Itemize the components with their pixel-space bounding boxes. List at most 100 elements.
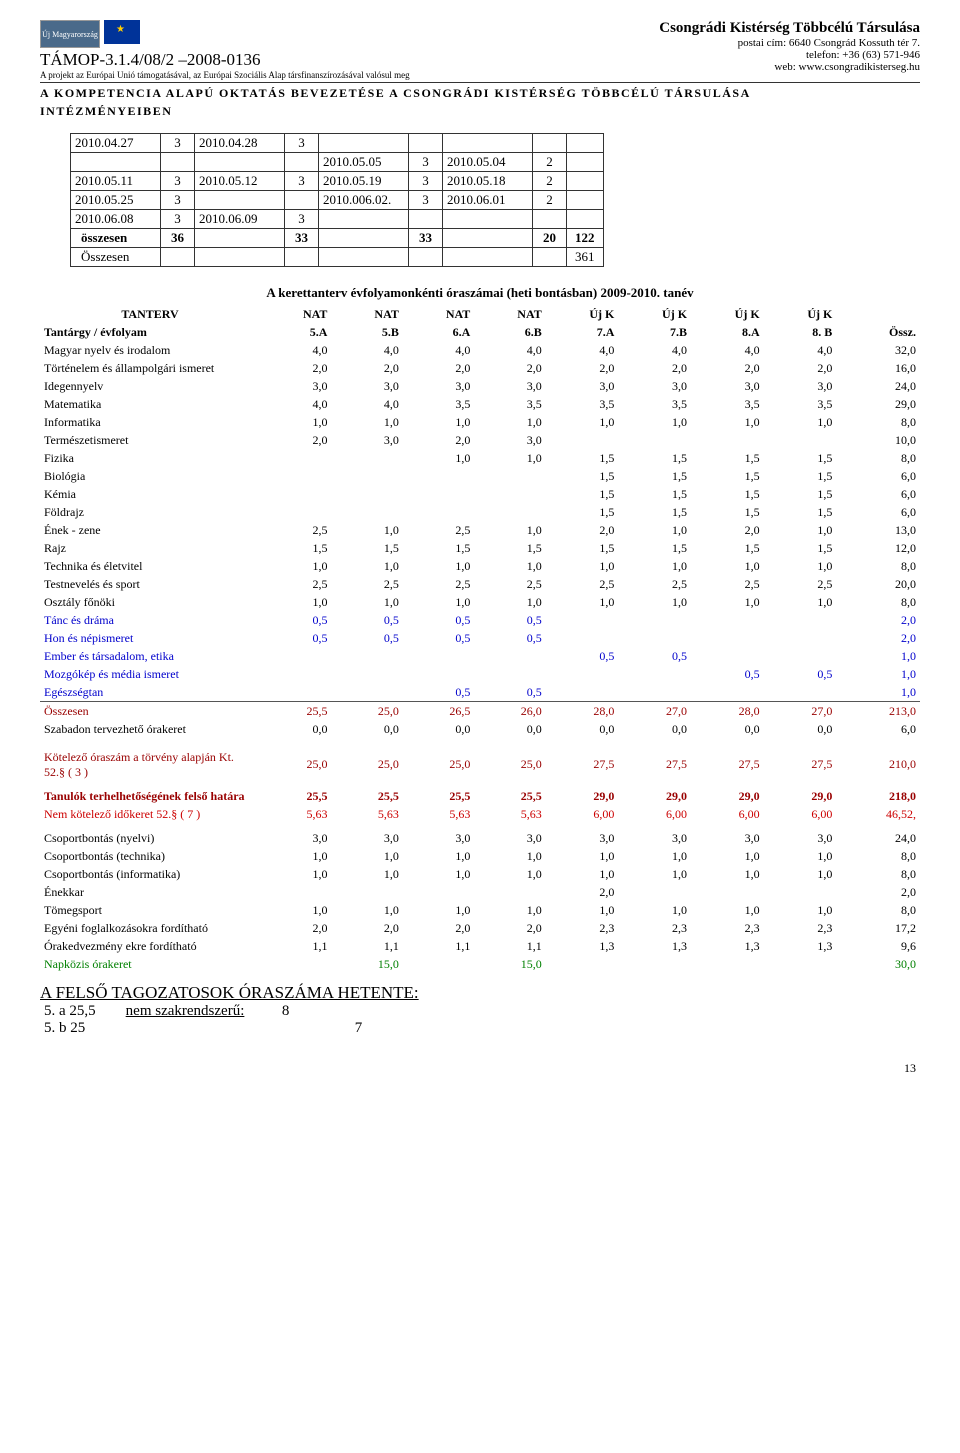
curriculum-cell: 1,0	[546, 593, 619, 611]
schedule-empty-cell	[443, 248, 533, 267]
curriculum-cell	[403, 647, 474, 665]
curriculum-cell: 0,0	[764, 720, 837, 738]
schedule-sum-cell: 33	[285, 229, 319, 248]
curriculum-cell: 8,0	[836, 901, 920, 919]
curriculum-cell	[331, 883, 402, 901]
curriculum-cell	[618, 955, 691, 973]
curriculum-cell: 1,0	[260, 901, 331, 919]
curriculum-colhead: 8. B	[764, 323, 837, 341]
curriculum-cell: 1,0	[403, 865, 474, 883]
schedule-cell	[319, 210, 409, 229]
curriculum-cell: 2,3	[691, 919, 764, 937]
curriculum-cell: 1,0	[331, 865, 402, 883]
curriculum-cell: 1,0	[546, 847, 619, 865]
curriculum-header-1: TANTERVNATNATNATNATÚj KÚj KÚj KÚj K	[40, 305, 920, 323]
curriculum-cell: 12,0	[836, 539, 920, 557]
org-title: Csongrádi Kistérség Többcélú Társulása	[659, 20, 920, 37]
schedule-empty-cell	[319, 248, 409, 267]
header-left: Új Magyarország TÁMOP-3.1.4/08/2 –2008-0…	[40, 20, 659, 80]
curriculum-cell: 4,0	[331, 341, 402, 359]
curriculum-header-2: Tantárgy / évfolyam5.A5.B6.A6.B7.A7.B8.A…	[40, 323, 920, 341]
curriculum-cell: 1,0	[618, 413, 691, 431]
curriculum-cell: 1,3	[764, 937, 837, 955]
curriculum-cell: 0,5	[546, 647, 619, 665]
curriculum-cell	[331, 647, 402, 665]
curriculum-cell: 1,0	[764, 865, 837, 883]
curriculum-cell	[691, 955, 764, 973]
curriculum-row-label: Hon és népismeret	[40, 629, 260, 647]
curriculum-cell: 1,5	[764, 539, 837, 557]
curriculum-cell: 1,0	[546, 865, 619, 883]
curriculum-cell: 0,5	[474, 611, 545, 629]
curriculum-cell: 1,0	[331, 593, 402, 611]
curriculum-cell: 1,5	[691, 485, 764, 503]
schedule-sum-cell	[195, 229, 285, 248]
schedule-empty-cell	[533, 248, 567, 267]
curriculum-row: Tömegsport1,01,01,01,01,01,01,01,08,0	[40, 901, 920, 919]
curriculum-cell: 6,00	[764, 805, 837, 823]
curriculum-cell: 1,1	[331, 937, 402, 955]
curriculum-cell	[691, 883, 764, 901]
curriculum-cell: 4,0	[691, 341, 764, 359]
curriculum-cell	[691, 611, 764, 629]
curriculum-cell: 0,0	[691, 720, 764, 738]
curriculum-row-label: Matematika	[40, 395, 260, 413]
schedule-cell	[443, 210, 533, 229]
curriculum-cell: 2,5	[403, 521, 474, 539]
curriculum-cell: 3,0	[618, 377, 691, 395]
curriculum-cell: 1,5	[546, 485, 619, 503]
curriculum-row: Matematika4,04,03,53,53,53,53,53,529,0	[40, 395, 920, 413]
curriculum-row: Testnevelés és sport2,52,52,52,52,52,52,…	[40, 575, 920, 593]
curriculum-row: Technika és életvitel1,01,01,01,01,01,01…	[40, 557, 920, 575]
curriculum-cell: 25,5	[260, 787, 331, 805]
curriculum-cell	[618, 431, 691, 449]
curriculum-cell: 1,0	[764, 521, 837, 539]
curriculum-cell: 2,5	[403, 575, 474, 593]
curriculum-row-label: Ember és társadalom, etika	[40, 647, 260, 665]
schedule-cell	[285, 153, 319, 172]
curriculum-cell: 1,0	[691, 557, 764, 575]
curriculum-cell: 1,1	[474, 937, 545, 955]
curriculum-cell: 3,0	[403, 829, 474, 847]
curriculum-cell: 3,0	[331, 377, 402, 395]
curriculum-cell: 20,0	[836, 575, 920, 593]
schedule-cell	[567, 172, 604, 191]
curriculum-cell: 1,0	[403, 449, 474, 467]
curriculum-row-label: Magyar nyelv és irodalom	[40, 341, 260, 359]
curriculum-cell: 27,5	[546, 748, 619, 781]
curriculum-cell: 1,5	[618, 539, 691, 557]
curriculum-caption: A kerettanterv évfolyamonkénti óraszámai…	[40, 285, 920, 301]
curriculum-cell: 2,0	[836, 629, 920, 647]
curriculum-cell: 2,3	[546, 919, 619, 937]
curriculum-cell: 1,0	[618, 593, 691, 611]
curriculum-cell: 1,5	[618, 485, 691, 503]
curriculum-cell: 26,5	[403, 702, 474, 721]
curriculum-row-label: Földrajz	[40, 503, 260, 521]
curriculum-cell: 8,0	[836, 413, 920, 431]
curriculum-cell: 25,0	[474, 748, 545, 781]
curriculum-cell: 0,0	[474, 720, 545, 738]
curriculum-cell	[260, 883, 331, 901]
schedule-sum-row: összesen36333320122	[71, 229, 604, 248]
schedule-cell: 2	[533, 172, 567, 191]
curriculum-row-label: Csoportbontás (nyelvi)	[40, 829, 260, 847]
curriculum-cell	[474, 665, 545, 683]
curriculum-cell: 1,5	[260, 539, 331, 557]
curriculum-cell: 17,2	[836, 919, 920, 937]
curriculum-cell: 0,5	[764, 665, 837, 683]
curriculum-colhead: 6.B	[474, 323, 545, 341]
curriculum-cell: 1,5	[618, 449, 691, 467]
curriculum-cell: 2,0	[403, 919, 474, 937]
schedule-cell: 3	[161, 134, 195, 153]
curriculum-cell: 4,0	[618, 341, 691, 359]
project-subline: A projekt az Európai Unió támogatásával,…	[40, 70, 659, 80]
curriculum-cell: 28,0	[691, 702, 764, 721]
curriculum-cell: 1,1	[403, 937, 474, 955]
curriculum-cell	[764, 629, 837, 647]
curriculum-cell: 8,0	[836, 449, 920, 467]
curriculum-cell: 1,0	[474, 593, 545, 611]
curriculum-row-label: Összesen	[40, 702, 260, 721]
curriculum-cell: 1,0	[331, 847, 402, 865]
schedule-cell	[319, 134, 409, 153]
curriculum-cell: 0,5	[618, 647, 691, 665]
